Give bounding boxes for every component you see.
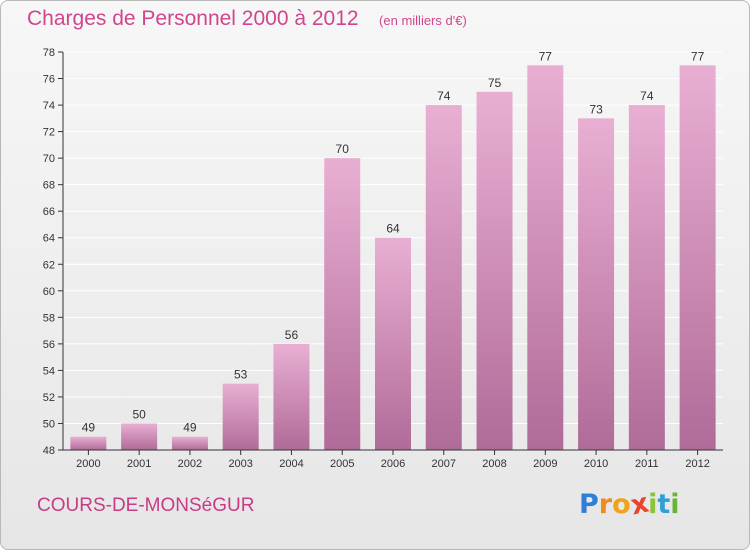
- data-label-2007: 74: [437, 89, 451, 103]
- bar-2010: [578, 118, 615, 450]
- data-label-2002: 49: [183, 421, 197, 435]
- logo-letter: P: [579, 489, 599, 520]
- bar-2012: [679, 65, 716, 451]
- bar-2002: [171, 436, 208, 450]
- axes: 48 50 52 54 56 58 60 62 64 66 68 70 72 74 76 78 2000 2001…: [43, 47, 723, 470]
- y-tick-label: 58: [43, 312, 55, 324]
- x-tick-label-2008: 2008: [482, 458, 506, 470]
- y-tick-label: 66: [43, 206, 55, 218]
- data-label-2003: 53: [234, 368, 248, 382]
- bars: [70, 65, 716, 451]
- proxiti-logo: Proxiti: [579, 488, 680, 522]
- y-tick-label: 52: [43, 392, 55, 404]
- y-tick-label: 78: [43, 47, 55, 59]
- logo-letter: i: [670, 489, 680, 520]
- data-label-2009: 77: [539, 49, 553, 63]
- x-tick-label-2009: 2009: [533, 458, 557, 470]
- y-tick-label: 50: [43, 418, 55, 430]
- bar-2001: [121, 423, 158, 450]
- y-tick-label: 70: [43, 153, 55, 165]
- bar-2011: [628, 105, 665, 451]
- logo-letter: i: [648, 489, 658, 520]
- bar-2000: [70, 436, 107, 450]
- data-label-2008: 75: [488, 76, 502, 90]
- data-label-2006: 64: [386, 222, 400, 236]
- y-tick-label: 54: [43, 365, 55, 377]
- bar-2006: [375, 237, 411, 450]
- y-tick-label: 68: [43, 180, 55, 192]
- y-tick-label: 76: [43, 74, 55, 86]
- title-line: Charges de Personnel 2000 à 2012 (en mil…: [27, 7, 467, 31]
- data-label-2011: 74: [640, 89, 654, 103]
- data-label-2010: 73: [589, 102, 603, 116]
- x-tick-label-2004: 2004: [279, 458, 303, 470]
- bar-2007: [425, 105, 462, 451]
- y-tick-label: 48: [43, 445, 55, 457]
- bar-2008: [476, 91, 513, 451]
- y-tick-label: 74: [43, 100, 55, 112]
- data-label-2005: 70: [336, 142, 350, 156]
- x-tick-label-2007: 2007: [432, 458, 456, 470]
- bar-2009: [527, 65, 564, 451]
- data-label-2000: 49: [82, 421, 96, 435]
- y-tick-label: 72: [43, 127, 55, 139]
- data-label-2001: 50: [132, 407, 146, 421]
- x-tick-label-2001: 2001: [127, 458, 151, 470]
- x-tick-label-2012: 2012: [685, 458, 709, 470]
- x-tick-label-2005: 2005: [330, 458, 354, 470]
- y-tick-label: 56: [43, 339, 55, 351]
- bar-2004: [273, 343, 310, 450]
- data-label-2004: 56: [285, 328, 299, 342]
- x-tick-label-2003: 2003: [228, 458, 252, 470]
- data-labels: 49 50 49 53 56 70 64 74 75 77 73 74 77: [82, 49, 705, 434]
- x-tick-label-2000: 2000: [76, 458, 100, 470]
- x-tick-label-2011: 2011: [635, 458, 659, 470]
- bar-2005: [324, 158, 361, 450]
- bar-2003: [222, 383, 259, 450]
- chart-title: Charges de Personnel 2000 à 2012: [27, 7, 359, 30]
- data-label-2012: 77: [691, 49, 705, 63]
- y-tick-label: 64: [43, 233, 55, 245]
- logo-letter: t: [657, 489, 671, 520]
- y-tick-label: 60: [43, 286, 55, 298]
- logo-letter: o: [612, 489, 631, 520]
- y-tick-label: 62: [43, 259, 55, 271]
- chart-subtitle: (en milliers d'€): [379, 13, 467, 28]
- x-tick-label-2006: 2006: [381, 458, 405, 470]
- commune-name: COURS-DE-MONSéGUR: [37, 495, 255, 516]
- logo-letter: r: [598, 489, 613, 520]
- x-tick-label-2002: 2002: [178, 458, 202, 470]
- x-tick-label-2010: 2010: [584, 458, 608, 470]
